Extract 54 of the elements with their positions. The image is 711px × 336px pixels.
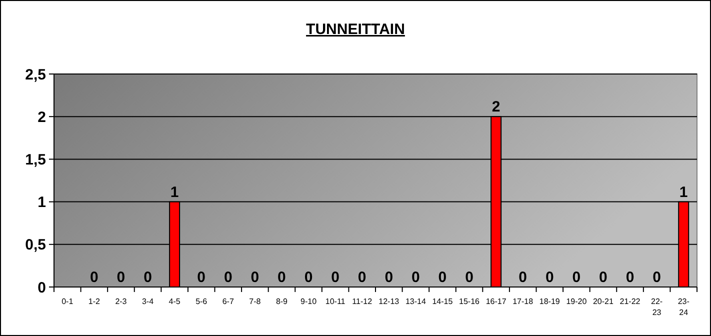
x-tick-label: 17-18 [512, 297, 534, 306]
x-tick-label: 0-1 [62, 297, 74, 306]
data-label: 0 [545, 269, 554, 286]
y-tick-label: 2,5 [25, 66, 46, 84]
data-label: 0 [197, 269, 206, 286]
data-label: 0 [465, 269, 474, 286]
x-tick-label: 11-12 [352, 297, 373, 306]
x-tick-label: 5-6 [196, 297, 208, 306]
data-label: 0 [304, 269, 313, 286]
x-tick-label: 18-19 [539, 297, 560, 306]
x-tick-label: 3-4 [142, 297, 154, 306]
data-label: 1 [170, 184, 179, 201]
x-tick-label: 4-5 [168, 297, 181, 306]
data-label: 0 [144, 269, 152, 286]
x-tick-label: 16-17 [486, 297, 507, 306]
data-label: 0 [572, 269, 581, 286]
data-label: 0 [250, 269, 260, 286]
x-tick-label: 1-2 [88, 297, 101, 306]
data-label: 0 [90, 269, 98, 286]
data-label: 1 [679, 184, 688, 201]
y-tick-label: 1 [38, 194, 46, 212]
data-label: 0 [358, 269, 366, 286]
x-tick-label: 23-24 [678, 297, 690, 317]
chart-title: TUNNEITTAIN [306, 21, 405, 38]
data-label: 0 [652, 269, 661, 286]
x-tick-label: 7-8 [249, 297, 262, 306]
data-label: 0 [224, 269, 232, 286]
x-tick-label: 13-14 [405, 297, 426, 306]
x-tick-label: 6-7 [222, 297, 234, 306]
y-tick-label: 2 [38, 108, 46, 126]
data-label: 0 [518, 269, 528, 286]
data-label: 0 [412, 269, 420, 286]
data-label: 0 [384, 269, 394, 286]
x-tick-label: 19-20 [566, 297, 588, 306]
data-label: 0 [599, 269, 608, 286]
x-tick-label: 21-22 [620, 297, 641, 306]
y-tick-label: 0 [38, 279, 46, 296]
x-tick-label: 8-9 [276, 297, 288, 306]
y-tick-label: 0,5 [25, 236, 46, 254]
y-tick-label: 1,5 [25, 151, 46, 168]
data-label: 0 [278, 269, 286, 286]
data-label: 0 [438, 269, 447, 286]
x-tick-label: 2-3 [115, 297, 128, 306]
x-tick-label: 9-10 [300, 297, 318, 306]
x-tick-label: 15-16 [459, 297, 480, 306]
x-tick-label: 12-13 [378, 297, 400, 306]
x-tick-label: 10-11 [325, 297, 346, 306]
x-tick-label: 20-21 [592, 297, 614, 306]
x-tick-label: 14-15 [432, 297, 454, 306]
data-label: 0 [331, 269, 340, 286]
data-label: 0 [116, 269, 126, 286]
data-label: 0 [626, 269, 634, 286]
data-label: 2 [492, 98, 500, 116]
x-tick-label: 22-23 [651, 297, 663, 317]
